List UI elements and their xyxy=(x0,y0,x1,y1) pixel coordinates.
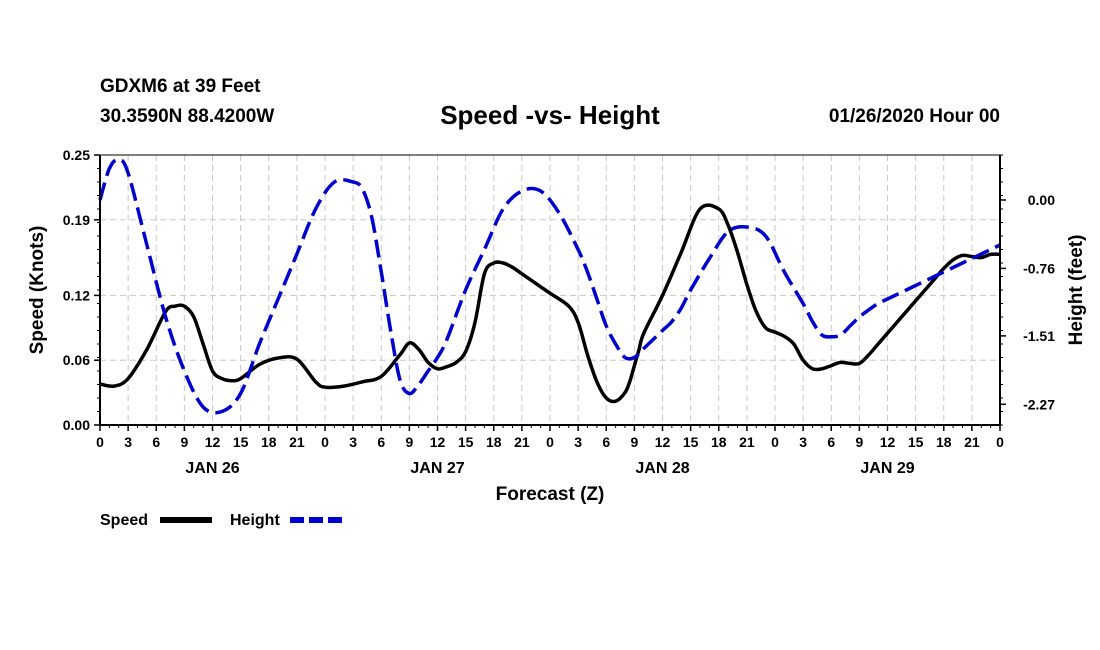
x-tick-label: 12 xyxy=(430,434,446,450)
x-tick-label: 6 xyxy=(152,434,160,450)
x-tick-label: 21 xyxy=(289,434,305,450)
x-tick-label: 0 xyxy=(771,434,779,450)
y-axis-left-title: Speed (Knots) xyxy=(27,226,48,355)
x-tick-label: 15 xyxy=(908,434,924,450)
x-tick-label: 18 xyxy=(936,434,952,450)
x-tick-label: 0 xyxy=(996,434,1004,450)
x-tick-label: 12 xyxy=(205,434,221,450)
x-tick-label: 0 xyxy=(321,434,329,450)
y-left-tick-label: 0.00 xyxy=(63,417,90,433)
station-label: GDXM6 at 39 Feet xyxy=(100,76,261,97)
x-tick-label: 3 xyxy=(799,434,807,450)
x-tick-label: 15 xyxy=(458,434,474,450)
y-left-tick-label: 0.06 xyxy=(63,352,90,368)
legend-height-label: Height xyxy=(230,512,280,529)
height-series-line xyxy=(98,157,1001,415)
x-tick-label: 21 xyxy=(964,434,980,450)
y-axis-right-title: Height (feet) xyxy=(1066,235,1087,346)
x-tick-label: 18 xyxy=(711,434,727,450)
x-tick-label: 12 xyxy=(880,434,896,450)
x-tick-label: 9 xyxy=(630,434,638,450)
y-right-tick-label: -1.51 xyxy=(1023,328,1055,344)
x-tick-label: 18 xyxy=(261,434,277,450)
day-label: JAN 29 xyxy=(860,460,914,477)
x-tick-label: 9 xyxy=(405,434,413,450)
coordinates-label: 30.3590N 88.4200W xyxy=(100,106,275,127)
day-label: JAN 27 xyxy=(410,460,464,477)
x-tick-label: 12 xyxy=(655,434,671,450)
ticks xyxy=(94,154,1006,431)
y-left-tick-label: 0.19 xyxy=(63,212,90,228)
legend: Speed Height xyxy=(100,512,342,529)
y-right-tick-label: 0.00 xyxy=(1028,192,1055,208)
y-left-tick-label: 0.25 xyxy=(63,147,90,163)
x-tick-label: 9 xyxy=(855,434,863,450)
x-tick-label: 3 xyxy=(574,434,582,450)
forecast-datetime: 01/26/2020 Hour 00 xyxy=(828,106,1000,127)
x-axis-title: Forecast (Z) xyxy=(496,484,605,505)
tick-labels: 0 3 6 9 12 15 18 21 0 3 6 9 12 15 18 21 0 3 6 9 12 15 18 21 0 3 6 9… xyxy=(63,147,1055,477)
x-tick-label: 21 xyxy=(739,434,755,450)
x-tick-label: 18 xyxy=(486,434,502,450)
grid xyxy=(100,155,1000,425)
x-tick-label: 0 xyxy=(96,434,104,450)
x-tick-label: 15 xyxy=(683,434,699,450)
y-right-tick-label: -2.27 xyxy=(1023,396,1055,412)
x-tick-label: 6 xyxy=(377,434,385,450)
x-tick-label: 3 xyxy=(349,434,357,450)
speed-series-line xyxy=(99,203,1001,404)
day-label: JAN 28 xyxy=(635,460,689,477)
legend-speed-label: Speed xyxy=(100,512,148,529)
day-label: JAN 26 xyxy=(185,460,239,477)
x-tick-label: 3 xyxy=(124,434,132,450)
x-tick-label: 6 xyxy=(827,434,835,450)
series-layer xyxy=(98,157,1001,415)
x-tick-label: 15 xyxy=(233,434,249,450)
x-tick-label: 0 xyxy=(546,434,554,450)
y-left-tick-label: 0.12 xyxy=(63,287,90,303)
x-tick-label: 21 xyxy=(514,434,530,450)
chart-title: Speed -vs- Height xyxy=(440,100,660,130)
y-right-tick-label: -0.76 xyxy=(1023,260,1055,276)
x-tick-label: 6 xyxy=(602,434,610,450)
x-tick-label: 9 xyxy=(180,434,188,450)
